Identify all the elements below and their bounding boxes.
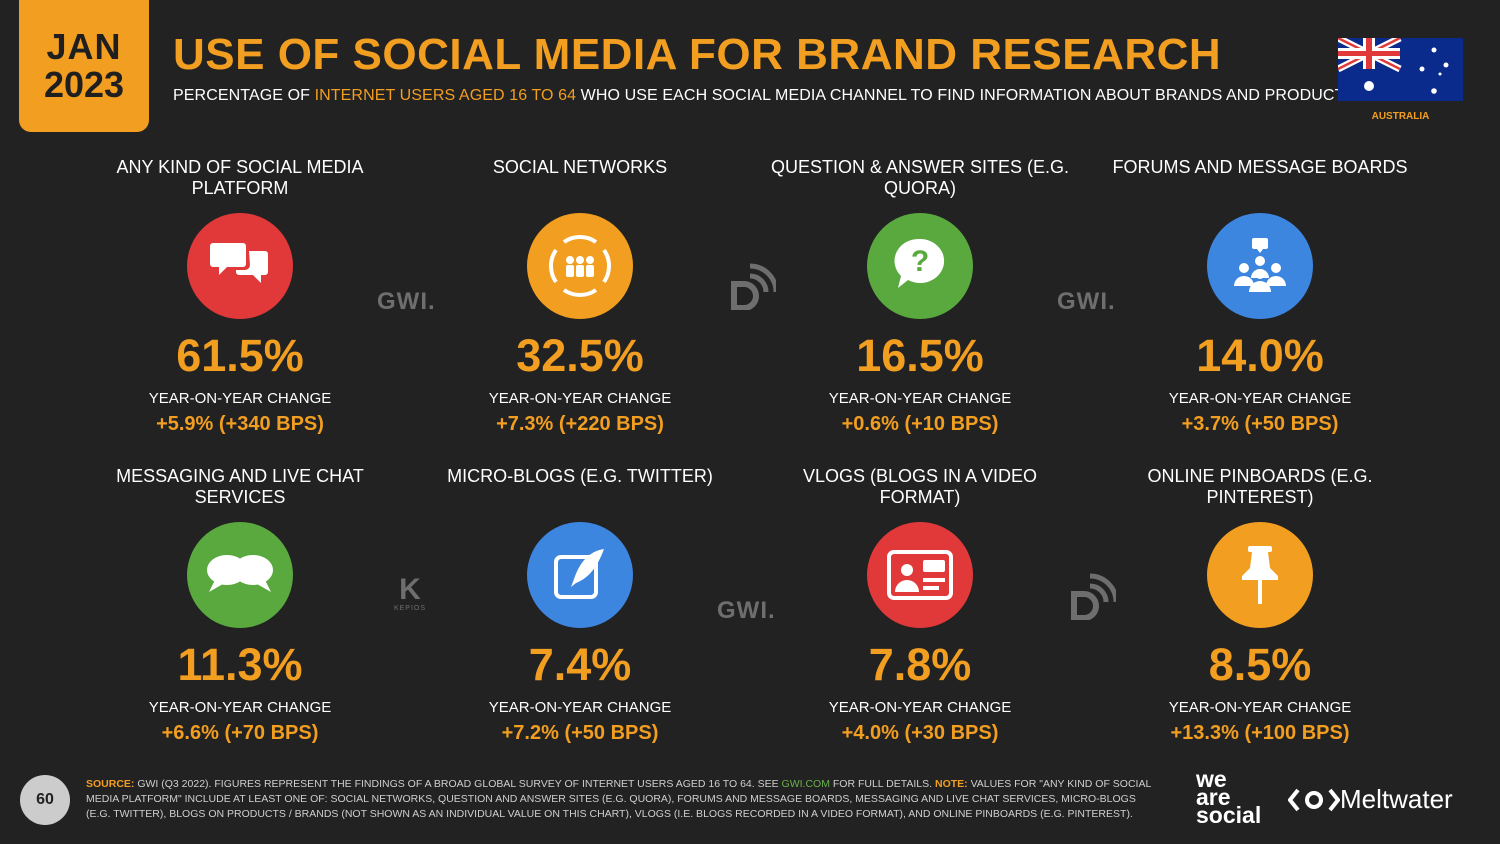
card-yoy-label: YEAR-ON-YEAR CHANGE xyxy=(828,699,1012,716)
card-value: 14.0% xyxy=(1196,330,1324,381)
stat-card-micro-blogs: MICRO-BLOGS (E.G. TWITTER) 7.4% YEAR-ON-… xyxy=(430,466,730,745)
svg-text:?: ? xyxy=(911,245,929,278)
subtitle-part2: WHO USE EACH SOCIAL MEDIA CHANNEL TO FIN… xyxy=(576,87,1356,104)
card-value: 16.5% xyxy=(856,330,984,381)
stat-card-any-social: ANY KIND OF SOCIAL MEDIA PLATFORM 61.5% … xyxy=(90,157,390,436)
card-yoy-value: +7.3% (+220 BPS) xyxy=(496,413,664,435)
meltwater-logo: Meltwater xyxy=(1288,784,1453,815)
stat-card-messaging: MESSAGING AND LIVE CHAT SERVICES 11.3% Y… xyxy=(90,466,390,745)
badge-year: 2023 xyxy=(43,64,125,105)
card-label: MICRO-BLOGS (E.G. TWITTER) xyxy=(447,466,713,486)
card-label: QUESTION & ANSWER SITES (E.G. QUORA) xyxy=(770,157,1070,198)
card-yoy-label: YEAR-ON-YEAR CHANGE xyxy=(828,390,1012,407)
meltwater-wordmark: Meltwater xyxy=(1340,784,1453,814)
datareportal-watermark-icon xyxy=(731,263,776,310)
card-value: 11.3% xyxy=(177,639,303,690)
kepios-letter: K xyxy=(399,573,421,606)
push-pin-icon xyxy=(1207,522,1313,628)
gwi-watermark-3: GWI. xyxy=(717,597,776,624)
source-text-2: FOR FULL DETAILS. xyxy=(829,778,935,790)
card-yoy-value: +3.7% (+50 BPS) xyxy=(1181,413,1339,435)
card-yoy-label: YEAR-ON-YEAR CHANGE xyxy=(148,699,332,716)
gwi-watermark-2: GWI. xyxy=(1057,288,1116,315)
card-yoy-value: +4.0% (+30 BPS) xyxy=(841,722,999,744)
card-label: ANY KIND OF SOCIAL MEDIA PLATFORM xyxy=(116,157,364,198)
stat-card-forums: FORUMS AND MESSAGE BOARDS 14.0% YEAR-ON-… xyxy=(1110,157,1410,436)
forum-group-icon xyxy=(1207,213,1313,319)
source-link[interactable]: GWI.COM xyxy=(781,778,830,790)
gwi-watermark: GWI. xyxy=(377,288,436,315)
card-value: 7.8% xyxy=(868,639,972,690)
card-value: 32.5% xyxy=(516,330,644,381)
question-bubble-icon: ? xyxy=(867,213,973,319)
footer-source-note: SOURCE: GWI (Q3 2022). FIGURES REPRESENT… xyxy=(86,777,1156,822)
card-label: ONLINE PINBOARDS (E.G. PINTEREST) xyxy=(1147,466,1373,507)
subtitle-part1: PERCENTAGE OF xyxy=(173,87,315,104)
card-yoy-value: +6.6% (+70 BPS) xyxy=(161,722,319,744)
card-yoy-value: +7.2% (+50 BPS) xyxy=(501,722,659,744)
australia-flag-icon xyxy=(1338,38,1463,101)
video-blog-icon xyxy=(867,522,973,628)
country-label: AUSTRALIA xyxy=(1371,111,1430,122)
card-value: 7.4% xyxy=(528,639,632,690)
people-network-icon xyxy=(527,213,633,319)
card-yoy-label: YEAR-ON-YEAR CHANGE xyxy=(1168,390,1352,407)
stat-card-social-networks: SOCIAL NETWORKS 32.5% YEAR-ON-YEAR CHANG… xyxy=(430,157,730,436)
note-text: VALUES FOR "ANY KIND OF SOCIAL MEDIA PLA… xyxy=(86,778,1151,820)
kepios-text: KEPIOS xyxy=(393,605,427,612)
speech-bubbles-icon xyxy=(187,213,293,319)
date-badge: JAN 2023 xyxy=(19,0,149,132)
badge-month: JAN xyxy=(46,26,122,67)
datareportal-watermark-icon-2 xyxy=(1071,573,1116,620)
card-label: SOCIAL NETWORKS xyxy=(492,157,668,177)
source-label: SOURCE: xyxy=(86,778,135,790)
card-yoy-value: +0.6% (+10 BPS) xyxy=(841,413,999,435)
card-yoy-label: YEAR-ON-YEAR CHANGE xyxy=(488,699,672,716)
card-label: VLOGS (BLOGS IN A VIDEO FORMAT) xyxy=(802,466,1038,507)
card-label: MESSAGING AND LIVE CHAT SERVICES xyxy=(116,466,364,507)
page-subtitle: PERCENTAGE OF INTERNET USERS AGED 16 TO … xyxy=(173,87,1355,105)
card-yoy-value: +5.9% (+340 BPS) xyxy=(156,413,324,435)
page-title: USE OF SOCIAL MEDIA FOR BRAND RESEARCH xyxy=(173,30,1222,79)
note-label: NOTE: xyxy=(934,778,968,790)
meltwater-mark-icon xyxy=(1288,788,1340,811)
card-label: FORUMS AND MESSAGE BOARDS xyxy=(1112,157,1408,177)
card-value: 61.5% xyxy=(176,330,304,381)
quill-edit-icon xyxy=(527,522,633,628)
logo-word-social: social xyxy=(1196,802,1262,828)
source-text: GWI (Q3 2022). FIGURES REPRESENT THE FIN… xyxy=(134,778,782,790)
card-yoy-value: +13.3% (+100 BPS) xyxy=(1170,722,1350,744)
stat-card-vlogs: VLOGS (BLOGS IN A VIDEO FORMAT) 7.8% YEA… xyxy=(770,466,1070,745)
page-number: 60 xyxy=(20,775,70,825)
card-yoy-label: YEAR-ON-YEAR CHANGE xyxy=(1168,699,1352,716)
stat-card-qa-sites: QUESTION & ANSWER SITES (E.G. QUORA) ? 1… xyxy=(770,157,1070,436)
card-value: 8.5% xyxy=(1208,639,1312,690)
card-yoy-label: YEAR-ON-YEAR CHANGE xyxy=(148,390,332,407)
chat-bubbles-icon xyxy=(187,522,293,628)
logo-word-are: are xyxy=(1196,784,1231,810)
kepios-watermark: K KEPIOS xyxy=(390,573,430,613)
subtitle-highlight: INTERNET USERS AGED 16 TO 64 xyxy=(314,87,577,104)
we-are-social-logo: we are social xyxy=(1196,766,1262,828)
card-yoy-label: YEAR-ON-YEAR CHANGE xyxy=(488,390,672,407)
logo-word-we: we xyxy=(1196,766,1227,792)
stat-card-pinboards: ONLINE PINBOARDS (E.G. PINTEREST) 8.5% Y… xyxy=(1110,466,1410,745)
